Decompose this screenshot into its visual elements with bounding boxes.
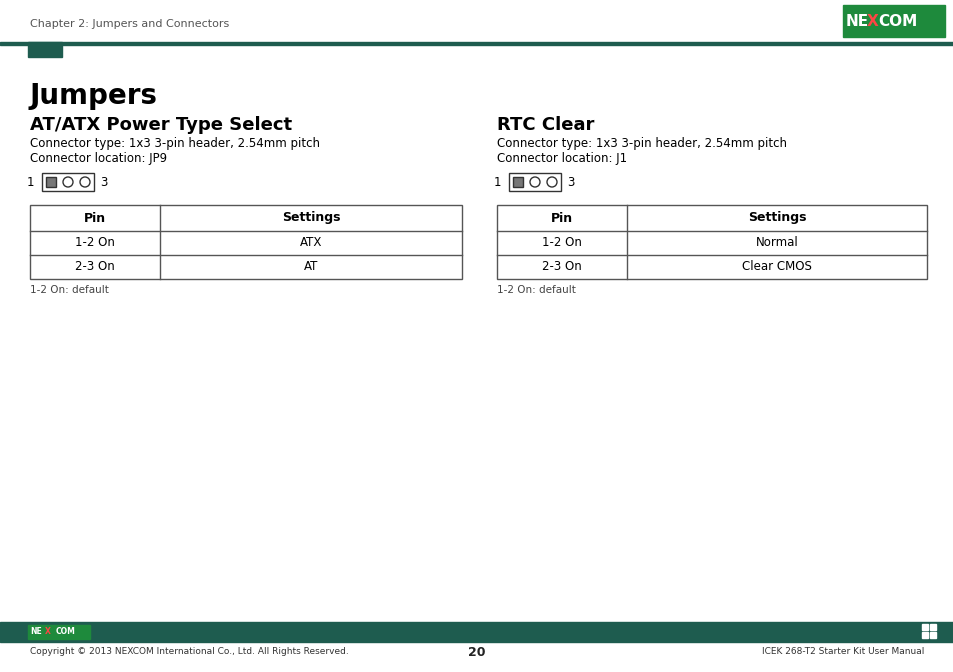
Text: 20: 20 xyxy=(468,646,485,659)
Text: ICEK 268-T2 Starter Kit User Manual: ICEK 268-T2 Starter Kit User Manual xyxy=(760,648,923,657)
Circle shape xyxy=(63,177,73,187)
Text: NE: NE xyxy=(30,628,42,636)
Circle shape xyxy=(530,177,539,187)
Text: Pin: Pin xyxy=(551,212,573,224)
Text: 1-2 On: default: 1-2 On: default xyxy=(30,285,109,295)
Bar xyxy=(0,622,953,642)
Text: Chapter 2: Jumpers and Connectors: Chapter 2: Jumpers and Connectors xyxy=(30,19,229,29)
Text: Copyright © 2013 NEXCOM International Co., Ltd. All Rights Reserved.: Copyright © 2013 NEXCOM International Co… xyxy=(30,648,349,657)
Text: Pin: Pin xyxy=(84,212,106,224)
Text: 1: 1 xyxy=(27,175,34,189)
Text: Normal: Normal xyxy=(755,237,798,249)
Bar xyxy=(46,177,56,187)
Text: 3: 3 xyxy=(100,175,108,189)
Bar xyxy=(42,173,94,191)
Bar xyxy=(921,632,927,638)
Text: 1-2 On: default: 1-2 On: default xyxy=(497,285,576,295)
Text: 3: 3 xyxy=(566,175,574,189)
Text: ATX: ATX xyxy=(299,237,322,249)
Bar xyxy=(929,632,935,638)
Text: X: X xyxy=(866,13,878,28)
Text: Jumpers: Jumpers xyxy=(30,82,158,110)
Text: Settings: Settings xyxy=(747,212,805,224)
Text: AT: AT xyxy=(303,261,318,274)
Circle shape xyxy=(80,177,90,187)
Bar xyxy=(0,42,953,45)
Text: 1-2 On: 1-2 On xyxy=(541,237,581,249)
Bar xyxy=(509,173,560,191)
Bar xyxy=(28,42,62,57)
Text: AT/ATX Power Type Select: AT/ATX Power Type Select xyxy=(30,116,292,134)
Text: 1-2 On: 1-2 On xyxy=(75,237,114,249)
Text: Clear CMOS: Clear CMOS xyxy=(741,261,811,274)
Bar xyxy=(30,205,461,279)
Text: 2-3 On: 2-3 On xyxy=(541,261,581,274)
Bar xyxy=(929,624,935,630)
Bar xyxy=(28,625,90,639)
Bar xyxy=(921,624,927,630)
Text: COM: COM xyxy=(56,628,76,636)
Text: RTC Clear: RTC Clear xyxy=(497,116,594,134)
Text: 1: 1 xyxy=(493,175,500,189)
Text: 2-3 On: 2-3 On xyxy=(75,261,114,274)
Bar xyxy=(513,177,522,187)
Text: NE: NE xyxy=(844,13,867,28)
Text: Connector type: 1x3 3-pin header, 2.54mm pitch: Connector type: 1x3 3-pin header, 2.54mm… xyxy=(497,137,786,150)
Text: Connector type: 1x3 3-pin header, 2.54mm pitch: Connector type: 1x3 3-pin header, 2.54mm… xyxy=(30,137,319,150)
Bar xyxy=(842,5,944,37)
Bar xyxy=(497,205,926,279)
Text: Connector location: J1: Connector location: J1 xyxy=(497,152,626,165)
Text: COM: COM xyxy=(878,13,917,28)
Text: Settings: Settings xyxy=(281,212,340,224)
Text: Connector location: JP9: Connector location: JP9 xyxy=(30,152,167,165)
Text: X: X xyxy=(45,628,51,636)
Circle shape xyxy=(546,177,557,187)
